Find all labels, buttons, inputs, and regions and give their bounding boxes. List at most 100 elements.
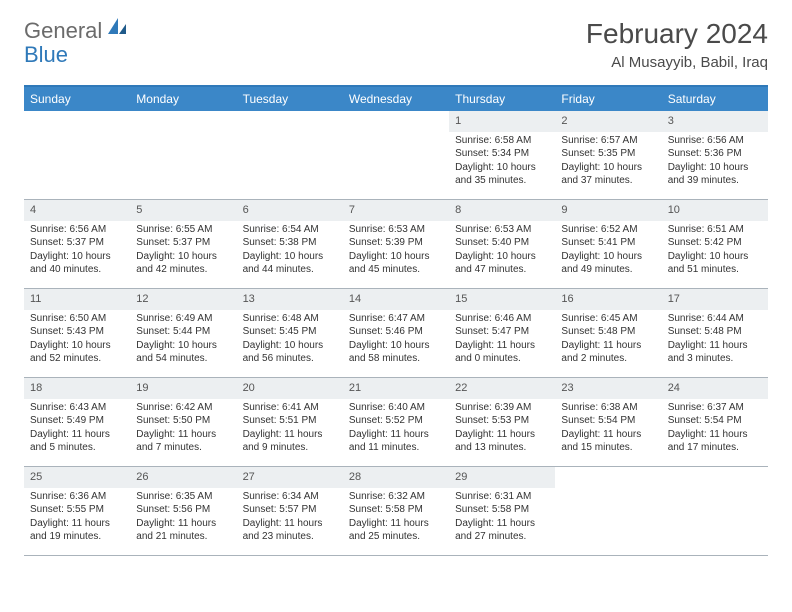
day-body: Sunrise: 6:47 AMSunset: 5:46 PMDaylight:…: [343, 312, 449, 370]
daylight-text: Daylight: 11 hours and 3 minutes.: [668, 339, 762, 366]
day-body: Sunrise: 6:31 AMSunset: 5:58 PMDaylight:…: [449, 490, 555, 548]
sunset-text: Sunset: 5:40 PM: [455, 236, 549, 250]
sunrise-text: Sunrise: 6:52 AM: [561, 223, 655, 237]
day-cell: 18Sunrise: 6:43 AMSunset: 5:49 PMDayligh…: [24, 378, 130, 466]
day-cell: 22Sunrise: 6:39 AMSunset: 5:53 PMDayligh…: [449, 378, 555, 466]
sunset-text: Sunset: 5:51 PM: [243, 414, 337, 428]
sunrise-text: Sunrise: 6:54 AM: [243, 223, 337, 237]
daylight-text: Daylight: 11 hours and 7 minutes.: [136, 428, 230, 455]
day-cell: 17Sunrise: 6:44 AMSunset: 5:48 PMDayligh…: [662, 289, 768, 377]
day-cell: 13Sunrise: 6:48 AMSunset: 5:45 PMDayligh…: [237, 289, 343, 377]
sunset-text: Sunset: 5:43 PM: [30, 325, 124, 339]
week-row: 11 Sunrise: 6:50 AMSunset: 5:43 PM Dayligh…: [24, 289, 768, 378]
day-cell: 24Sunrise: 6:37 AMSunset: 5:54 PMDayligh…: [662, 378, 768, 466]
sunset-text: Sunset: 5:54 PM: [561, 414, 655, 428]
location-label: Al Musayyib, Babil, Iraq: [586, 54, 768, 71]
sunrise-text: Sunrise: 6:56 AM: [668, 134, 762, 148]
day-body: Sunrise: 6:52 AMSunset: 5:41 PMDaylight:…: [555, 223, 661, 281]
sunrise-text: Sunrise: 6:42 AM: [136, 401, 230, 415]
sunset-text: Sunset: 5:48 PM: [668, 325, 762, 339]
day-cell: 16Sunrise: 6:45 AMSunset: 5:48 PMDayligh…: [555, 289, 661, 377]
day-header-tuesday: Tuesday: [237, 87, 343, 111]
empty-day-cell: [24, 111, 130, 199]
day-number: 21: [343, 378, 449, 399]
day-cell: 23Sunrise: 6:38 AMSunset: 5:54 PMDayligh…: [555, 378, 661, 466]
sunrise-text: Sunrise: 6:40 AM: [349, 401, 443, 415]
daylight-text: Daylight: 11 hours and 23 minutes.: [243, 517, 337, 544]
day-header-thursday: Thursday: [449, 87, 555, 111]
day-cell: 19Sunrise: 6:42 AMSunset: 5:50 PMDayligh…: [130, 378, 236, 466]
empty-day-cell: [130, 111, 236, 199]
daylight-text: Daylight: 10 hours and 58 minutes.: [349, 339, 443, 366]
daylight-text: Daylight: 10 hours and 44 minutes.: [243, 250, 337, 277]
daylight-text: Daylight: 10 hours and 39 minutes.: [668, 161, 762, 188]
logo-sail-icon: [106, 16, 128, 41]
day-number: 14: [343, 289, 449, 310]
daylight-text: Daylight: 11 hours and 17 minutes.: [668, 428, 762, 455]
day-cell: 28Sunrise: 6:32 AMSunset: 5:58 PMDayligh…: [343, 467, 449, 555]
weeks-container: 1Sunrise: 6:58 AMSunset: 5:34 PMDaylight…: [24, 111, 768, 556]
sunset-text: Sunset: 5:56 PM: [136, 503, 230, 517]
day-number: 8: [449, 200, 555, 221]
sunset-text: Sunset: 5:54 PM: [668, 414, 762, 428]
day-number: 18: [24, 378, 130, 399]
sunrise-text: Sunrise: 6:41 AM: [243, 401, 337, 415]
sunrise-text: Sunrise: 6:32 AM: [349, 490, 443, 504]
day-cell: 11Sunrise: 6:50 AMSunset: 5:43 PMDayligh…: [24, 289, 130, 377]
day-cell: 9Sunrise: 6:52 AMSunset: 5:41 PMDaylight…: [555, 200, 661, 288]
day-cell: 5Sunrise: 6:55 AMSunset: 5:37 PMDaylight…: [130, 200, 236, 288]
day-header-monday: Monday: [130, 87, 236, 111]
sunset-text: Sunset: 5:34 PM: [455, 147, 549, 161]
daylight-text: Daylight: 10 hours and 56 minutes.: [243, 339, 337, 366]
daylight-text: Daylight: 11 hours and 19 minutes.: [30, 517, 124, 544]
daylight-text: Daylight: 11 hours and 5 minutes.: [30, 428, 124, 455]
day-cell: 6 Sunrise: 6:54 AMSunset: 5:38 PMDaylight…: [237, 200, 343, 288]
week-row: 4Sunrise: 6:56 AMSunset: 5:37 PMDaylight…: [24, 200, 768, 289]
day-header-friday: Friday: [555, 87, 661, 111]
day-body: Sunrise: 6:48 AMSunset: 5:45 PMDaylight:…: [237, 312, 343, 370]
day-body: Sunrise: 6:32 AMSunset: 5:58 PMDaylight:…: [343, 490, 449, 548]
sunrise-text: Sunrise: 6:50 AM: [30, 312, 124, 326]
day-header-row: SundayMondayTuesdayWednesdayThursdayFrid…: [24, 87, 768, 111]
day-body: Sunrise: 6:53 AMSunset: 5:39 PMDaylight:…: [343, 223, 449, 281]
sunrise-text: Sunrise: 6:34 AM: [243, 490, 337, 504]
day-number: 23: [555, 378, 661, 399]
day-body: Sunrise: 6:56 AMSunset: 5:37 PMDaylight:…: [24, 223, 130, 281]
day-header-sunday: Sunday: [24, 87, 130, 111]
day-cell: 29Sunrise: 6:31 AMSunset: 5:58 PMDayligh…: [449, 467, 555, 555]
day-number: 1: [449, 111, 555, 132]
day-number: 4: [24, 200, 130, 221]
day-cell: 2Sunrise: 6:57 AMSunset: 5:35 PMDaylight…: [555, 111, 661, 199]
day-body: Sunrise: 6:42 AMSunset: 5:50 PMDaylight:…: [130, 401, 236, 459]
sunrise-text: Sunrise: 6:38 AM: [561, 401, 655, 415]
day-number: 11: [24, 289, 130, 310]
sunset-text: Sunset: 5:35 PM: [561, 147, 655, 161]
sunset-text: Sunset: 5:58 PM: [455, 503, 549, 517]
sunset-text: Sunset: 5:38 PM: [243, 236, 337, 250]
day-cell: 4Sunrise: 6:56 AMSunset: 5:37 PMDaylight…: [24, 200, 130, 288]
day-cell: 7Sunrise: 6:53 AMSunset: 5:39 PMDaylight…: [343, 200, 449, 288]
sunrise-text: Sunrise: 6:31 AM: [455, 490, 549, 504]
week-row: 25Sunrise: 6:36 AMSunset: 5:55 PMDayligh…: [24, 467, 768, 556]
sunset-text: Sunset: 5:42 PM: [668, 236, 762, 250]
sunset-text: Sunset: 5:46 PM: [349, 325, 443, 339]
logo-text-blue: Blue: [24, 42, 68, 67]
day-header-saturday: Saturday: [662, 87, 768, 111]
daylight-text: Daylight: 10 hours and 51 minutes.: [668, 250, 762, 277]
sunrise-text: Sunrise: 6:36 AM: [30, 490, 124, 504]
sunrise-text: Sunrise: 6:53 AM: [349, 223, 443, 237]
empty-day-cell: [662, 467, 768, 555]
daylight-text: Daylight: 10 hours and 37 minutes.: [561, 161, 655, 188]
day-body: Sunrise: 6:58 AMSunset: 5:34 PMDaylight:…: [449, 134, 555, 192]
day-number: 27: [237, 467, 343, 488]
sunrise-text: Sunrise: 6:48 AM: [243, 312, 337, 326]
day-number: 22: [449, 378, 555, 399]
day-body: Sunrise: 6:40 AMSunset: 5:52 PMDaylight:…: [343, 401, 449, 459]
daylight-text: Daylight: 10 hours and 47 minutes.: [455, 250, 549, 277]
daylight-text: Daylight: 11 hours and 11 minutes.: [349, 428, 443, 455]
calendar: SundayMondayTuesdayWednesdayThursdayFrid…: [24, 85, 768, 556]
daylight-text: Daylight: 10 hours and 45 minutes.: [349, 250, 443, 277]
day-number: 6: [237, 200, 343, 221]
month-title: February 2024: [586, 18, 768, 50]
day-number: 9: [555, 200, 661, 221]
